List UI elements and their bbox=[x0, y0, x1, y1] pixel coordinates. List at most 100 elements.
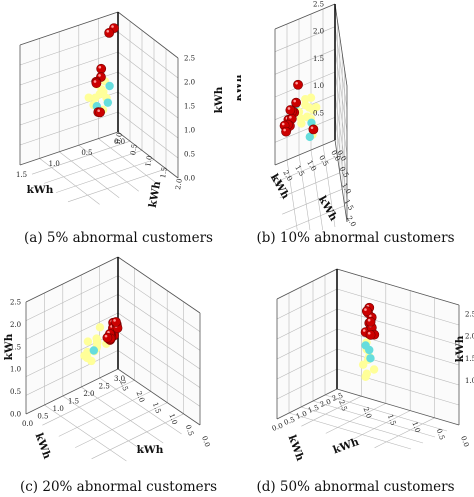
wall-gridline bbox=[336, 328, 460, 366]
scatter-3d-d: 2.52.01.51.00.00.51.01.52.02.50.00.51.01… bbox=[271, 268, 474, 463]
x-tick-label: 1.5 bbox=[307, 404, 320, 415]
normal-point bbox=[312, 103, 321, 112]
point-highlight bbox=[106, 29, 110, 33]
floor-gridline bbox=[350, 410, 411, 441]
wall-gridline bbox=[274, 71, 336, 98]
x-tick-label: 0.0 bbox=[22, 420, 33, 428]
y-axis-label: kWh bbox=[286, 433, 307, 463]
wall-gridline bbox=[19, 31, 119, 66]
y-tick-label: 2.0 bbox=[174, 178, 184, 190]
wall-gridline bbox=[334, 26, 348, 109]
normal-point bbox=[95, 323, 105, 332]
point-highlight bbox=[113, 319, 116, 322]
floor-gridline bbox=[324, 394, 448, 432]
x-tick-label: 1.5 bbox=[293, 164, 305, 178]
z-tick-label: 1.0 bbox=[465, 377, 474, 385]
box-edge bbox=[276, 268, 338, 300]
wall-gridline bbox=[117, 350, 201, 407]
z-tick-label: 2.0 bbox=[10, 321, 21, 329]
floor-gridline bbox=[325, 403, 386, 434]
floor-gridline bbox=[31, 140, 131, 175]
x-tick-label: 1.0 bbox=[295, 410, 308, 421]
floor-gridline bbox=[286, 159, 298, 230]
z-tick-label: 2.0 bbox=[313, 28, 324, 36]
x-tick-label: 1.0 bbox=[305, 159, 317, 173]
abnormal-point bbox=[365, 329, 376, 340]
normal-point bbox=[361, 372, 370, 382]
wall-gridline bbox=[117, 275, 201, 332]
abnormal-point bbox=[308, 124, 319, 135]
cyan-point bbox=[103, 98, 113, 107]
wall-gridline bbox=[25, 312, 119, 359]
normal-point bbox=[95, 89, 105, 99]
floor-gridline bbox=[374, 417, 435, 449]
y-tick-label: 1.0 bbox=[410, 421, 421, 434]
box-edge bbox=[334, 3, 348, 87]
wall-gridline bbox=[19, 51, 119, 86]
x-tick-label: 2.5 bbox=[99, 383, 110, 391]
wall-gridline bbox=[274, 49, 336, 75]
wall-gridline bbox=[117, 312, 201, 370]
x-tick-label: 0.5 bbox=[283, 416, 296, 427]
y-tick-label: 0.0 bbox=[114, 132, 124, 144]
normal-point bbox=[301, 94, 310, 104]
point-highlight bbox=[293, 99, 297, 103]
wall-gridline bbox=[276, 308, 338, 340]
box-edge bbox=[336, 388, 460, 426]
floor-gridline bbox=[301, 395, 362, 427]
z-tick-label: 2.5 bbox=[313, 1, 324, 9]
wall-gridline bbox=[334, 49, 348, 132]
abnormal-point bbox=[102, 332, 113, 343]
y-tick-label: 0.5 bbox=[184, 424, 195, 437]
normal-point bbox=[358, 360, 368, 369]
box-edge bbox=[276, 388, 338, 420]
box-edge bbox=[117, 256, 201, 314]
x-tick-label: 2.0 bbox=[83, 390, 94, 398]
z-axis-label: kWh bbox=[454, 335, 466, 362]
wall-gridline bbox=[117, 91, 179, 139]
z-tick-label: 1.0 bbox=[184, 127, 195, 135]
floor-gridline bbox=[75, 402, 168, 448]
z-tick-label: 2.0 bbox=[465, 333, 474, 341]
z-axis-label: kWh bbox=[213, 86, 225, 113]
box-edge bbox=[25, 368, 119, 415]
abnormal-point bbox=[361, 306, 372, 317]
wall-gridline bbox=[334, 71, 348, 155]
wall-gridline bbox=[19, 111, 119, 146]
wall-gridline bbox=[334, 117, 348, 200]
floor-gridline bbox=[285, 205, 345, 230]
z-tick-label: 1.5 bbox=[184, 103, 195, 111]
wall-gridline bbox=[117, 71, 179, 119]
normal-point bbox=[301, 100, 310, 110]
point-highlight bbox=[295, 81, 298, 85]
wall-gridline bbox=[276, 288, 338, 320]
floor-gridline bbox=[58, 391, 151, 437]
panel-d: 2.5 2.0 1.5 1.0 0.0 0.5 1.0 1.5 2.0 2.5 0.0 0.5 1.0 1… bbox=[237, 249, 474, 497]
point-highlight bbox=[104, 334, 108, 338]
abnormal-point bbox=[95, 107, 105, 118]
abnormal-point bbox=[365, 316, 376, 327]
z-tick-label: 1.0 bbox=[313, 82, 324, 90]
y-tick-label: 0.5 bbox=[129, 143, 139, 155]
x-tick-label: 0.5 bbox=[37, 413, 48, 421]
z-tick-label: 0.5 bbox=[184, 151, 195, 159]
x-tick-label: 2.0 bbox=[319, 398, 332, 409]
normal-point bbox=[369, 365, 379, 374]
wall-gridline bbox=[25, 294, 119, 340]
x-tick-label: 1.0 bbox=[53, 405, 64, 413]
floor-gridline bbox=[322, 144, 336, 228]
wall-gridline bbox=[336, 348, 460, 386]
x-tick-label: 0.0 bbox=[114, 138, 125, 146]
abnormal-point bbox=[281, 126, 291, 137]
floor-gridline bbox=[62, 395, 145, 453]
panel-a: 2.5 2.0 1.5 1.0 0.5 0.0 1.5 1.0 0.5 0.0 2.0 1.5 1.0 0… bbox=[0, 0, 237, 248]
point-highlight bbox=[364, 308, 367, 311]
floor-gridline bbox=[55, 159, 155, 193]
x-tick-label: 2.5 bbox=[331, 392, 344, 403]
box-edge bbox=[334, 139, 348, 223]
cyan-point bbox=[366, 354, 375, 363]
floor-gridline bbox=[98, 138, 159, 185]
point-highlight bbox=[98, 74, 101, 77]
floor-gridline bbox=[279, 172, 340, 199]
point-highlight bbox=[283, 128, 286, 132]
